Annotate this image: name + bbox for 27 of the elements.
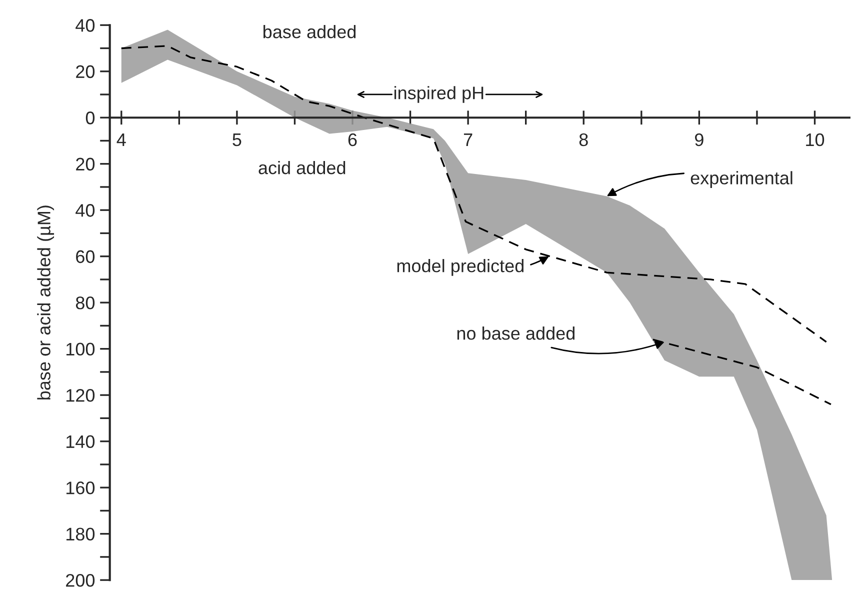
y-tick-label: 120 — [66, 389, 95, 402]
x-tick-label: 8 — [579, 133, 588, 146]
x-tick-label: 4 — [116, 134, 126, 146]
y-tick-label: 20 — [76, 65, 95, 78]
y-tick-label: 180 — [66, 528, 95, 541]
annotation: experimental — [690, 171, 792, 188]
y-tick-label: 140 — [66, 435, 95, 448]
y-tick-label: 60 — [76, 250, 95, 264]
y-axis-title: base or acid added (µM) — [37, 206, 54, 400]
y-tick-label: 100 — [66, 342, 95, 356]
annotation: model predicted — [397, 259, 524, 276]
annotation: no base added — [457, 326, 574, 340]
x-tick-label: 6 — [348, 133, 357, 146]
y-tick-label: 20 — [76, 158, 95, 171]
y-tick-label: 160 — [66, 482, 95, 494]
annotation: acid added — [258, 160, 346, 174]
x-tick-label: 10 — [806, 133, 824, 146]
x-tick-label: 5 — [232, 134, 242, 146]
x-axis-title: inspired pH — [394, 86, 484, 103]
x-tick-label: 7 — [464, 134, 472, 146]
y-tick-label: 200 — [66, 574, 95, 587]
y-tick-label: 0 — [86, 112, 95, 124]
x-tick-label: 9 — [695, 133, 704, 146]
annotation: base added — [263, 25, 356, 38]
y-tick-label: 80 — [76, 296, 95, 310]
y-tick-label: 40 — [76, 19, 95, 32]
y-tick-label: 40 — [76, 204, 95, 217]
